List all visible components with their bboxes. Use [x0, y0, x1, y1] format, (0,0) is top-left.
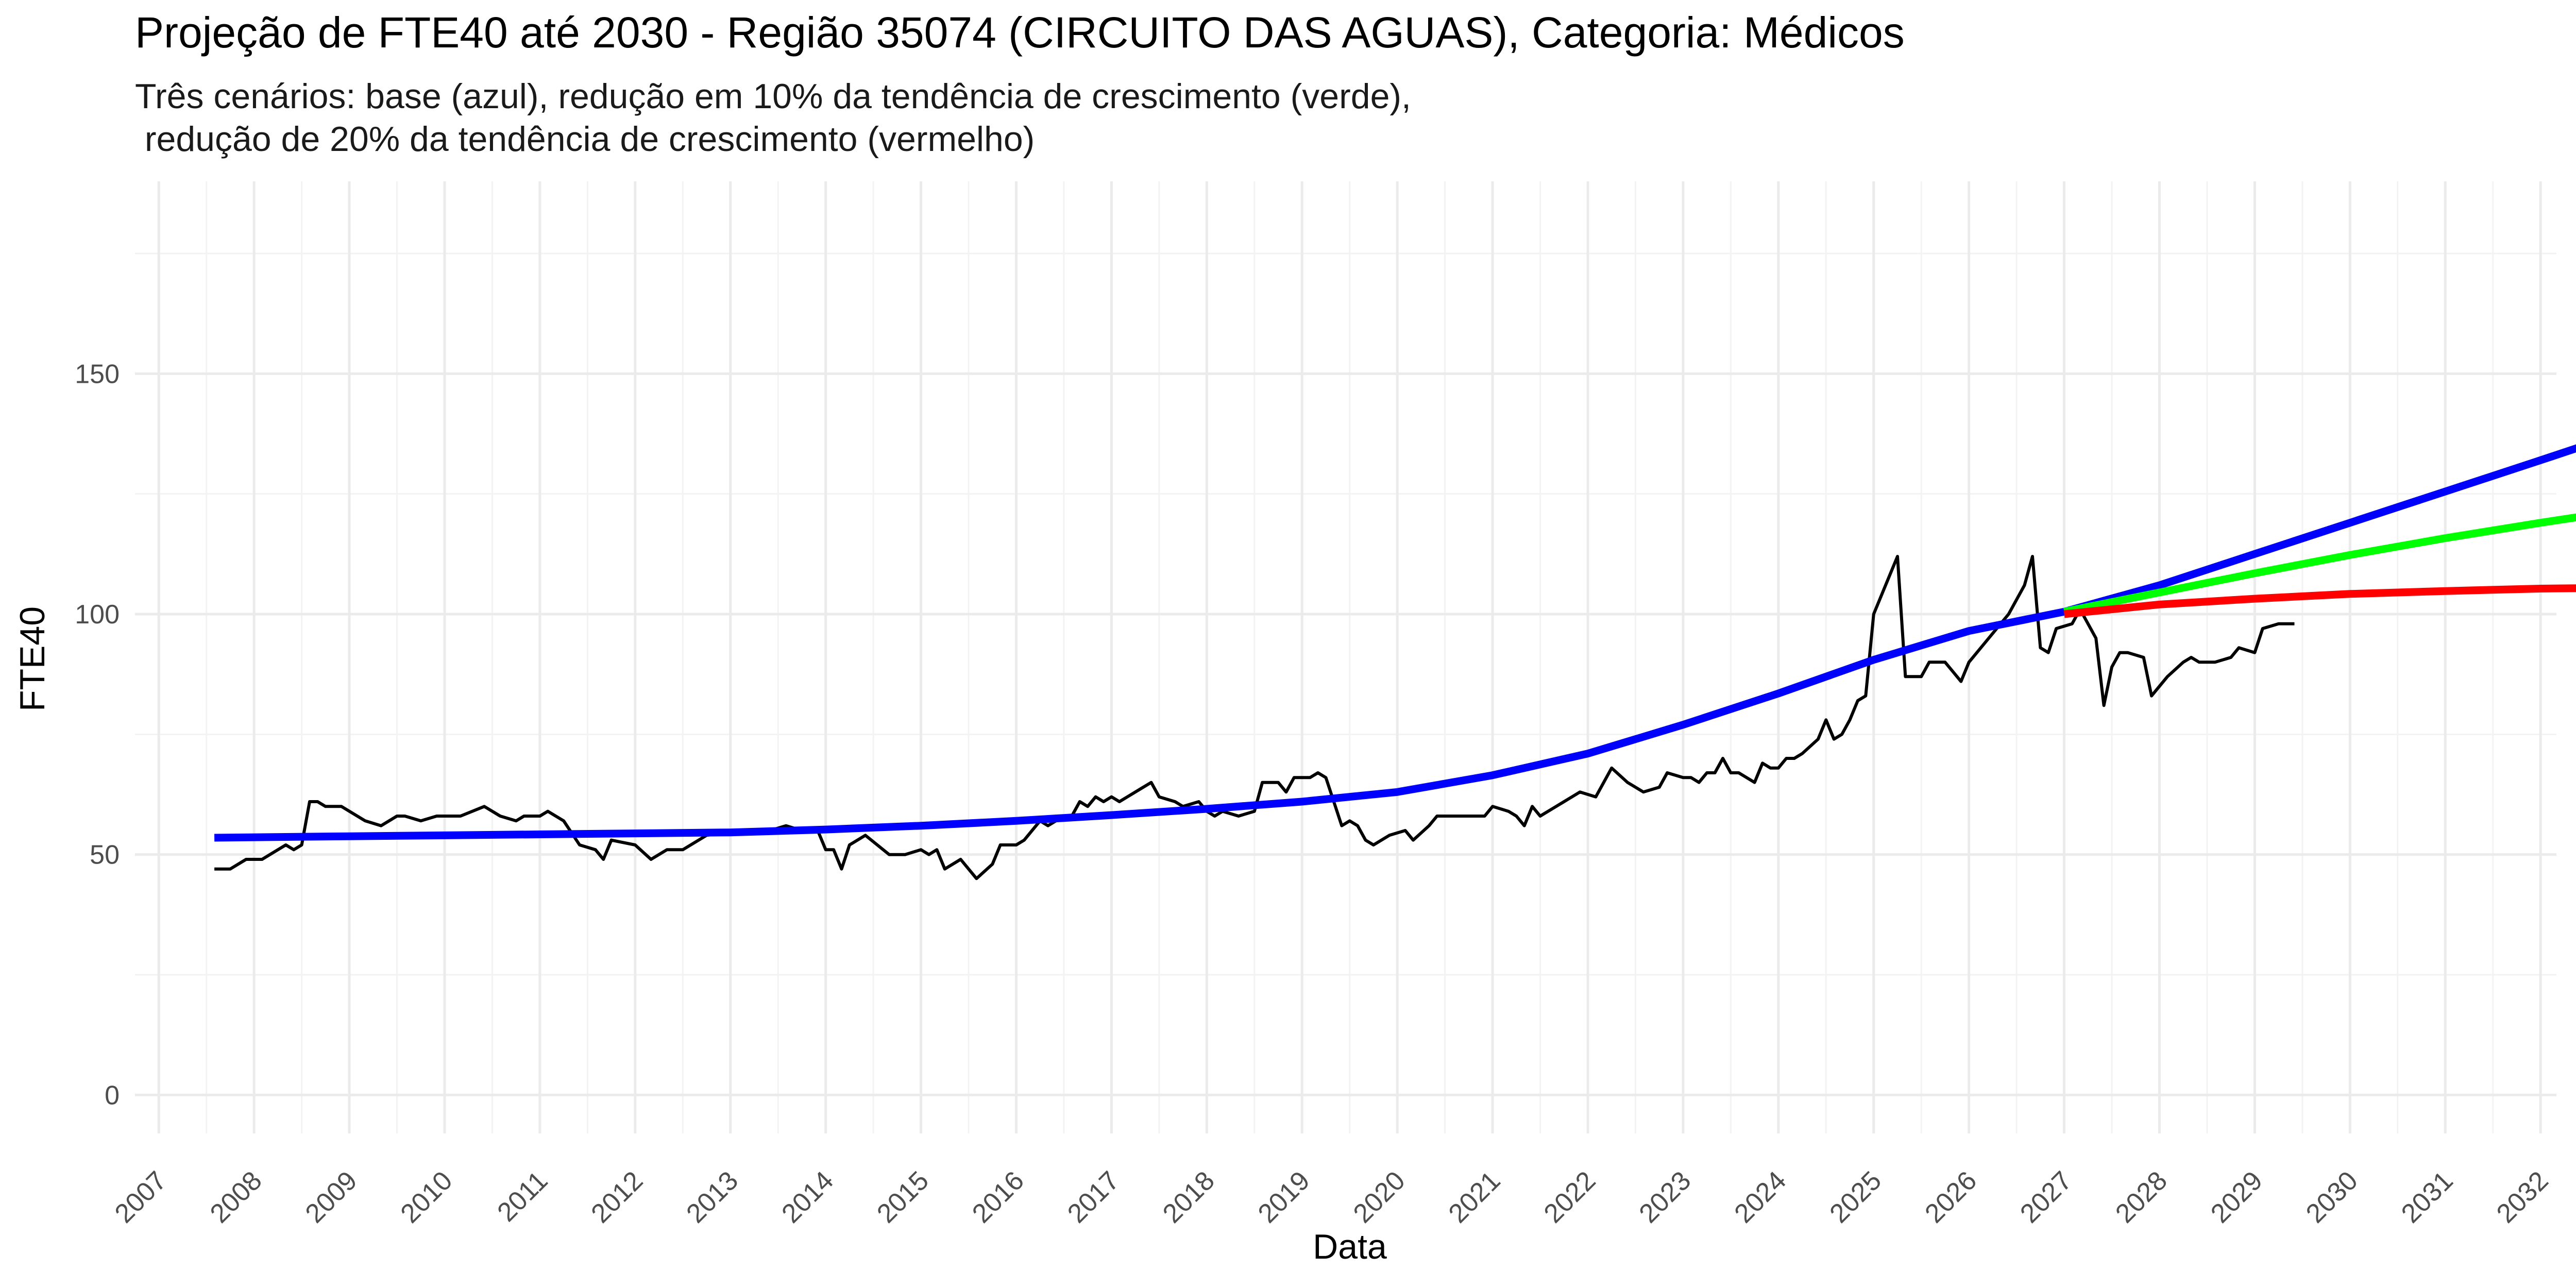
- x-tick-label: 2009: [300, 1165, 363, 1229]
- chart-title: Projeção de FTE40 até 2030 - Região 3507…: [135, 8, 1905, 57]
- x-tick-label: 2012: [585, 1165, 649, 1229]
- y-axis-ticks: 0 50 100 150: [75, 359, 120, 1110]
- x-tick-label: 2027: [2014, 1165, 2078, 1229]
- x-tick-label: 2013: [681, 1165, 744, 1229]
- x-tick-label: 2007: [109, 1165, 173, 1229]
- x-tick-label: 2020: [1348, 1165, 1411, 1229]
- x-tick-label: 2014: [776, 1165, 839, 1229]
- x-axis-title: Data: [1313, 1227, 1387, 1266]
- x-tick-label: 2018: [1157, 1165, 1221, 1229]
- x-tick-label: 2030: [2300, 1165, 2364, 1229]
- y-tick-label: 150: [75, 359, 120, 389]
- x-tick-label: 2026: [1919, 1165, 1982, 1229]
- x-tick-label: 2025: [1824, 1165, 1887, 1229]
- series-scenario-line-4: [2063, 584, 2576, 618]
- x-tick-label: 2028: [2110, 1165, 2173, 1229]
- series-observed-line: [214, 555, 2295, 880]
- series-scenario-line-3: [2063, 513, 2576, 616]
- chart-subtitle-line-2: redução de 20% da tendência de crescimen…: [135, 120, 1035, 159]
- x-tick-label: 2021: [1443, 1165, 1506, 1229]
- x-tick-label: 2008: [205, 1165, 268, 1229]
- x-tick-label: 2010: [395, 1165, 459, 1229]
- x-tick-label: 2015: [871, 1165, 935, 1229]
- y-tick-label: 0: [105, 1080, 120, 1110]
- x-tick-label: 2031: [2396, 1165, 2459, 1229]
- x-tick-label: 2024: [1729, 1165, 1792, 1229]
- y-axis-title: FTE40: [13, 606, 52, 711]
- x-tick-label: 2032: [2491, 1165, 2554, 1229]
- major-gridlines: [135, 181, 2556, 1133]
- x-tick-label: 2019: [1252, 1165, 1316, 1229]
- x-axis-ticks: 2007 2008 2009 2010 2011 2012 2013 2014 2015 2016…: [109, 1165, 2554, 1229]
- minor-gridlines: [135, 181, 2556, 1133]
- x-tick-label: 2023: [1634, 1165, 1697, 1229]
- x-tick-label: 2011: [492, 1165, 553, 1227]
- chart-subtitle-line-1: Três cenários: base (azul), redução em 1…: [135, 77, 1411, 116]
- series-scenario-line-1: [214, 607, 2065, 842]
- series-layer: [214, 444, 2576, 880]
- x-tick-label: 2022: [1538, 1165, 1602, 1229]
- x-tick-label: 2016: [967, 1165, 1030, 1229]
- y-tick-label: 100: [75, 600, 120, 630]
- x-tick-label: 2029: [2205, 1165, 2268, 1229]
- series-scenario-line-2: [2063, 444, 2576, 616]
- x-tick-label: 2017: [1062, 1165, 1125, 1229]
- y-tick-label: 50: [90, 840, 120, 870]
